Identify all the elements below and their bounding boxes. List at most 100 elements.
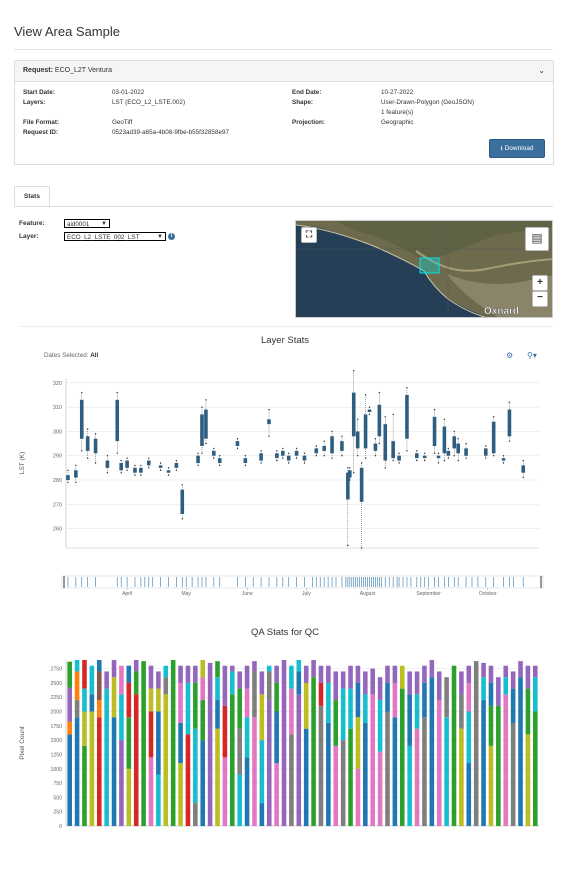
bar-segment — [318, 705, 324, 826]
whisker-max — [353, 370, 355, 372]
map-imagery: Oxnard — [296, 221, 552, 317]
bar-segment — [82, 688, 87, 712]
box-plot — [351, 370, 356, 474]
filter-sliders-icon[interactable]: ⚙ — [506, 351, 514, 360]
whisker-max — [219, 455, 221, 457]
area-polygon — [419, 257, 440, 274]
request-name: ECO_L2T Ventura — [54, 67, 112, 74]
y-tick-label: 300 — [53, 429, 62, 435]
map-place-label: Oxnard — [484, 306, 519, 317]
bar-segment — [119, 740, 124, 826]
y-tick-label: 1250 — [50, 752, 62, 758]
projection-label: Projection: — [292, 119, 325, 126]
box — [133, 467, 137, 473]
whisker-min — [205, 442, 207, 445]
bar-segment — [193, 682, 198, 729]
bar-segment — [363, 694, 368, 723]
whisker-max — [303, 452, 306, 454]
bar-segment — [518, 661, 523, 678]
y-tick-label: 280 — [53, 478, 62, 484]
bar-segment — [237, 774, 242, 826]
whisker-max — [244, 455, 247, 457]
layer-select[interactable]: ECO_L2_LSTE_002_LST ▼ — [64, 232, 166, 241]
stacked-bar — [89, 665, 95, 826]
bar-segment — [126, 682, 132, 718]
whisker-min — [522, 476, 524, 479]
box — [115, 399, 120, 442]
whisker-min — [120, 472, 122, 474]
tab-stats[interactable]: Stats — [14, 186, 50, 208]
whisker-max — [201, 406, 203, 408]
layers-icon[interactable]: ▤ — [525, 227, 549, 251]
box — [166, 470, 171, 473]
layer-select-value: ECO_L2_LSTE_002_LST — [67, 234, 140, 241]
box-plot — [483, 445, 488, 459]
stacked-bar — [156, 671, 161, 826]
stacked-bar — [385, 665, 390, 826]
bar-segment — [67, 734, 72, 826]
bar-segment — [266, 671, 272, 701]
box-plot — [377, 391, 382, 445]
whisker-max — [315, 445, 317, 447]
box — [158, 465, 163, 468]
stacked-bar — [178, 665, 183, 826]
bar-segment — [414, 671, 420, 695]
dates-selected: Dates Selected: All — [44, 352, 98, 359]
whisker-min — [94, 462, 97, 464]
info-icon[interactable]: i — [168, 233, 175, 240]
zoom-in-button[interactable]: + — [532, 275, 548, 291]
bar-segment — [444, 717, 449, 826]
bar-segment — [303, 665, 309, 683]
bar-segment — [156, 671, 161, 689]
whisker-max — [364, 394, 367, 396]
box-plot — [436, 452, 441, 464]
bar-segment — [481, 700, 486, 826]
box-plot — [158, 462, 163, 471]
request-panel-header[interactable]: Request: ECO_L2T Ventura ⌄ — [15, 61, 553, 82]
stacked-bar — [222, 665, 228, 826]
map[interactable]: Oxnard ⛶ ▤ + − — [295, 220, 553, 318]
box — [74, 470, 78, 478]
expand-icon[interactable]: ⛶ — [301, 227, 317, 243]
box — [212, 450, 216, 456]
whisker-max — [331, 430, 333, 433]
download-button[interactable]: ⭳ Download — [489, 139, 545, 158]
bar-segment — [392, 717, 398, 826]
stacked-bar — [377, 677, 383, 826]
bar-segment — [466, 682, 472, 712]
box — [422, 455, 427, 459]
box-plot — [66, 469, 70, 484]
box — [432, 416, 437, 446]
whisker-max — [236, 438, 239, 440]
bar-segment — [259, 803, 265, 826]
whisker-min — [268, 435, 270, 437]
whisker-min — [356, 455, 359, 457]
bar-segment — [89, 711, 95, 826]
bar-segment — [436, 700, 442, 826]
box-plot — [346, 467, 350, 547]
x-tick-label: July — [302, 591, 311, 597]
zoom-out-button[interactable]: − — [532, 291, 548, 307]
whisker-min — [453, 455, 455, 457]
box-plot — [235, 438, 240, 450]
y-axis-label: Pixel Count — [19, 726, 26, 759]
whisker-max — [81, 391, 83, 394]
feature-select[interactable]: aid0001 ▼ — [64, 219, 110, 228]
divider — [18, 326, 553, 327]
stacked-bar — [104, 671, 109, 826]
zoom-icon[interactable]: ⚲▾ — [527, 351, 537, 360]
stacked-bar — [126, 665, 132, 826]
bar-segment — [252, 661, 257, 672]
bar-segment — [126, 665, 132, 683]
y-tick-label: 270 — [53, 502, 62, 508]
file-format-value: GeoTiff — [112, 119, 133, 126]
box-plot — [432, 408, 437, 454]
stacked-bar — [289, 665, 294, 826]
page-title: View Area Sample — [14, 24, 120, 39]
bar-segment — [274, 763, 279, 826]
bar-segment — [96, 671, 102, 701]
chevron-down-icon[interactable]: ⌄ — [538, 66, 545, 75]
shape-features: 1 feature(s) — [381, 109, 414, 116]
whisker-min — [213, 457, 215, 459]
box-plot — [355, 418, 360, 457]
